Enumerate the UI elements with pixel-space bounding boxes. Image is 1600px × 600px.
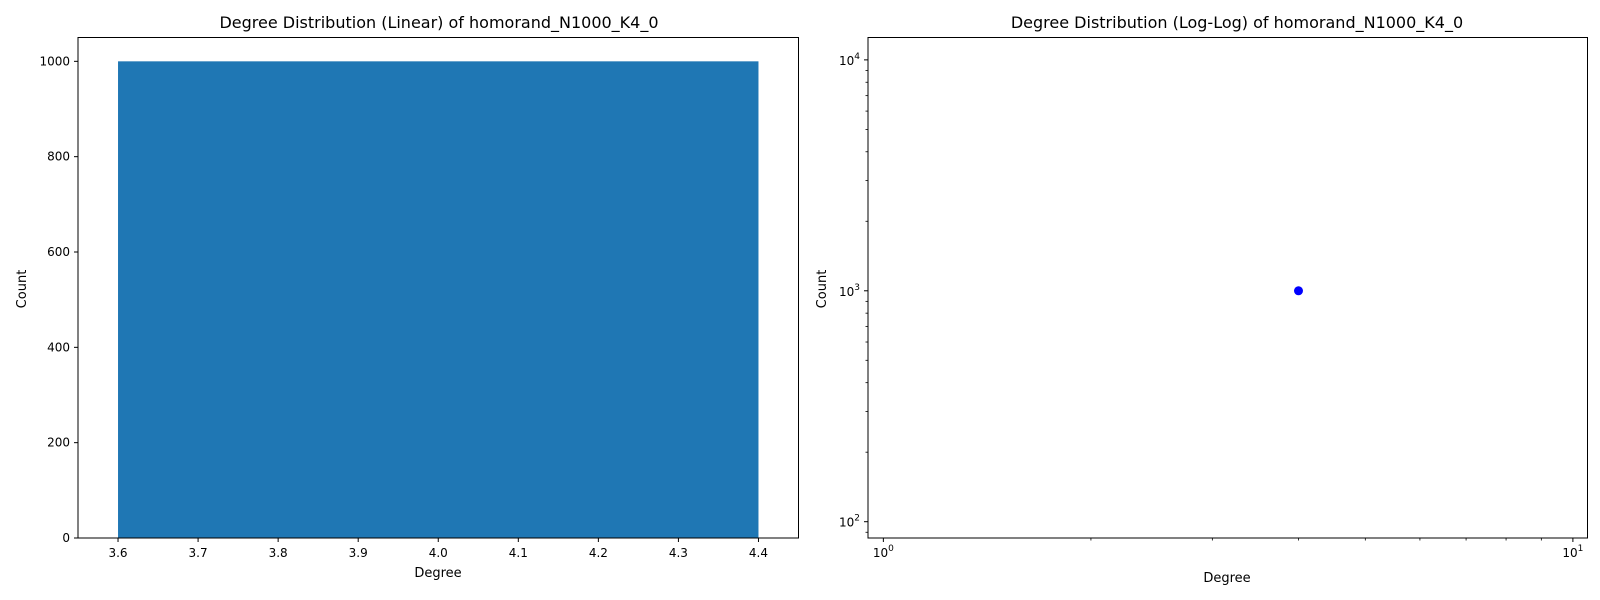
bar	[118, 61, 759, 538]
linear-plot-area: 3.6 3.7 3.8 3.9 4.0 4.1 4.2 4.3 4.4 0 200 400 600 800…	[39, 54, 768, 560]
y-tick-label: 800	[47, 150, 70, 164]
x-tick-label: 4.1	[509, 546, 528, 560]
x-tick-label: 4.4	[749, 546, 768, 560]
y-tick-label: 600	[47, 245, 70, 259]
loglog-chart: Degree Distribution (Log-Log) of homoran…	[815, 13, 1588, 586]
x-tick-label: 3.7	[189, 546, 208, 560]
y-tick-label: 103	[839, 283, 860, 299]
data-point	[1293, 286, 1303, 296]
x-tick-label: 4.2	[589, 546, 608, 560]
x-tick-label: 100	[873, 544, 894, 560]
loglog-y-axis-label: Count	[815, 270, 830, 309]
loglog-x-axis-label: Degree	[1203, 571, 1250, 586]
loglog-plot-area: 100 101 102 103 104	[839, 52, 1583, 560]
y-tick-label: 102	[839, 514, 860, 530]
x-tick-label: 3.9	[349, 546, 368, 560]
x-tick-label: 3.8	[269, 546, 288, 560]
y-tick-label: 400	[47, 340, 70, 354]
linear-axes-frame	[77, 37, 799, 539]
x-tick-label: 101	[1562, 544, 1583, 560]
loglog-chart-title: Degree Distribution (Log-Log) of homoran…	[1011, 13, 1463, 33]
y-tick-label: 1000	[39, 54, 70, 68]
loglog-axes-frame	[867, 37, 1588, 539]
x-tick-label: 4.3	[669, 546, 688, 560]
y-tick-label: 200	[47, 436, 70, 450]
linear-chart: Degree Distribution (Linear) of homorand…	[15, 13, 799, 581]
y-tick-label: 104	[839, 52, 860, 68]
linear-chart-title: Degree Distribution (Linear) of homorand…	[219, 13, 658, 33]
linear-x-axis-label: Degree	[414, 566, 461, 581]
x-tick-label: 3.6	[108, 546, 127, 560]
y-tick-label: 0	[62, 531, 70, 545]
linear-y-axis-label: Count	[15, 270, 30, 309]
x-tick-label: 4.0	[429, 546, 448, 560]
